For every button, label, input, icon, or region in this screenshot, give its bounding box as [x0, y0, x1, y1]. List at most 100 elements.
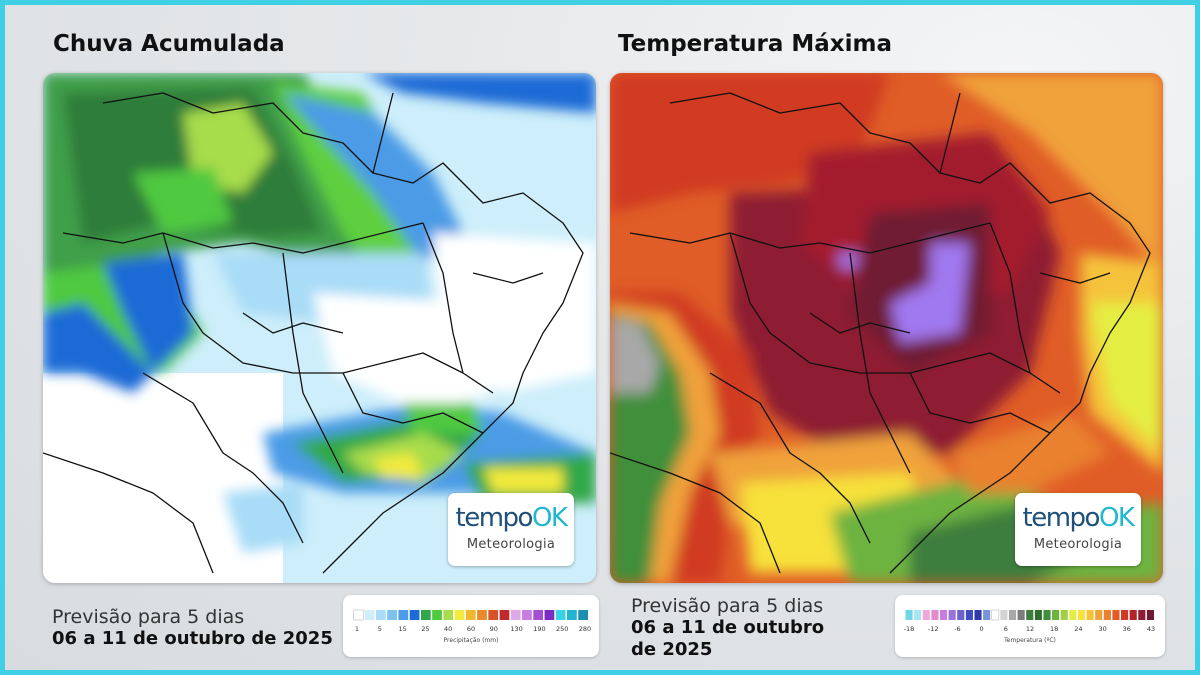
temp-legend-swatch — [905, 610, 913, 620]
temp-legend-swatch — [1121, 610, 1129, 620]
rain-legend-swatch — [544, 610, 555, 620]
temp-legend-tick: 18 — [1050, 625, 1058, 633]
rain-legend-swatch — [477, 610, 487, 620]
rain-legend-swatch — [398, 610, 409, 620]
temp-legend-swatch — [1026, 610, 1034, 620]
rain-legend-tick: 40 — [444, 625, 452, 633]
rain-forecast: Previsão para 5 dias 06 a 11 de outubro … — [52, 606, 333, 650]
temp-legend-swatch — [1077, 610, 1086, 620]
temp-forecast-period: Previsão para 5 dias — [631, 595, 824, 617]
temp-legend-swatch — [1138, 610, 1146, 620]
temp-legend-swatch — [1017, 610, 1025, 620]
rain-forecast-dates: 06 a 11 de outubro de 2025 — [52, 628, 333, 649]
temp-legend-swatch — [948, 610, 956, 620]
rain-map[interactable]: tempoOK Meteorologia — [43, 73, 596, 583]
temp-legend-swatch — [1103, 610, 1111, 620]
temp-legend-swatch — [957, 610, 965, 620]
temp-legend-graphic: -18 -12 -6 0 6 12 18 24 30 36 43 Temperatura (ºC) — [904, 609, 1155, 644]
rain-legend-swatch — [443, 610, 454, 620]
rain-map-graphic — [43, 73, 596, 583]
temp-legend-title: Temperatura (ºC) — [1003, 637, 1056, 644]
temp-legend-swatch — [974, 610, 982, 620]
temp-map-title: Temperatura Máxima — [618, 31, 892, 57]
temp-legend-swatch — [1060, 610, 1068, 620]
temp-legend-tick: -18 — [904, 625, 915, 633]
temp-legend-swatch — [1034, 610, 1042, 620]
temp-forecast-dates: 06 a 11 de outubro — [631, 617, 825, 638]
rain-legend-swatch — [432, 610, 442, 620]
logo-name-part2: OK — [1098, 503, 1135, 533]
rain-legend-tick: 60 — [467, 625, 475, 633]
temp-legend-swatch — [1052, 610, 1060, 620]
tempook-logo-temp: tempoOK Meteorologia — [1015, 493, 1141, 566]
temp-legend: -18 -12 -6 0 6 12 18 24 30 36 43 Temperatura (ºC) — [895, 595, 1165, 657]
temp-legend-tick: -6 — [954, 625, 960, 633]
logo-subtitle: Meteorologia — [466, 537, 556, 552]
rain-legend-tick: 15 — [398, 625, 406, 633]
temp-legend-swatch — [983, 610, 991, 620]
temp-legend-swatch — [1000, 610, 1008, 620]
rain-forecast-period: Previsão para 5 dias — [52, 606, 245, 628]
temp-legend-swatch — [1069, 610, 1077, 620]
temp-legend-swatch — [965, 610, 973, 620]
rain-legend-tick: 1 — [355, 625, 359, 633]
rain-legend-tick: 130 — [510, 625, 522, 633]
temp-legend-tick: -12 — [928, 625, 939, 633]
logo-name-part1: tempo — [455, 503, 534, 533]
logo-name-part1: tempo — [1022, 503, 1101, 533]
temp-legend-swatch — [1043, 610, 1051, 620]
rain-legend-swatch — [555, 610, 566, 620]
rain-legend-tick: 250 — [556, 625, 568, 633]
temp-legend-swatch — [922, 610, 930, 620]
temp-legend-tick: 43 — [1147, 625, 1155, 633]
temp-legend-swatch — [1129, 610, 1137, 620]
temp-legend-swatch — [1095, 610, 1103, 620]
rain-legend-swatch — [353, 609, 364, 621]
temp-legend-tick: 24 — [1074, 625, 1082, 633]
rain-legend-swatch — [567, 610, 577, 620]
rain-legend-swatch — [364, 610, 375, 620]
rain-legend-swatch — [578, 610, 588, 620]
temp-legend-tick: 36 — [1123, 625, 1131, 633]
tempook-logo-rain: tempoOK Meteorologia — [448, 493, 574, 566]
logo-name-part2: OK — [531, 503, 568, 533]
rain-map-title: Chuva Acumulada — [53, 31, 285, 57]
rain-legend-swatch — [499, 610, 510, 620]
temp-legend-swatch — [1146, 610, 1154, 620]
rain-legend-swatch — [409, 610, 420, 620]
rain-legend: 1 5 15 25 40 60 90 130 190 250 280 Precipitação (mm… — [343, 595, 599, 657]
temp-map[interactable]: tempoOK Meteorologia — [610, 73, 1163, 583]
temp-legend-swatch — [1112, 610, 1120, 620]
rain-legend-tick: 90 — [490, 625, 498, 633]
rain-legend-swatch — [533, 610, 544, 620]
rain-legend-tick: 25 — [421, 625, 429, 633]
temp-legend-tick: 6 — [1004, 625, 1008, 633]
temp-legend-swatch — [991, 609, 1000, 621]
temp-legend-swatch — [939, 610, 948, 620]
rain-legend-tick: 190 — [533, 625, 545, 633]
temp-legend-tick: 30 — [1098, 625, 1106, 633]
temp-legend-swatch — [914, 610, 922, 620]
rain-legend-swatch — [375, 610, 386, 620]
temp-forecast: Previsão para 5 dias 06 a 11 de outubro … — [631, 595, 824, 661]
rain-legend-swatch — [420, 610, 431, 620]
rain-legend-swatch — [465, 610, 476, 620]
temp-forecast-year: de 2025 — [631, 639, 713, 660]
temp-legend-swatch — [1086, 610, 1094, 620]
temp-legend-swatch — [1008, 610, 1017, 620]
rain-legend-title: Precipitação (mm) — [444, 637, 499, 644]
rain-legend-tick: 280 — [579, 625, 591, 633]
rain-legend-swatch — [522, 610, 532, 620]
rain-legend-swatch — [454, 610, 465, 620]
rain-legend-swatch — [510, 610, 521, 620]
temp-legend-tick: 0 — [980, 625, 984, 633]
logo-subtitle: Meteorologia — [1033, 537, 1123, 552]
temp-legend-tick: 12 — [1026, 625, 1034, 633]
rain-legend-swatch — [387, 610, 397, 620]
temp-legend-swatch — [931, 610, 939, 620]
temp-map-graphic — [610, 73, 1163, 583]
rain-legend-swatch — [488, 610, 499, 620]
rain-legend-tick: 5 — [378, 625, 382, 633]
